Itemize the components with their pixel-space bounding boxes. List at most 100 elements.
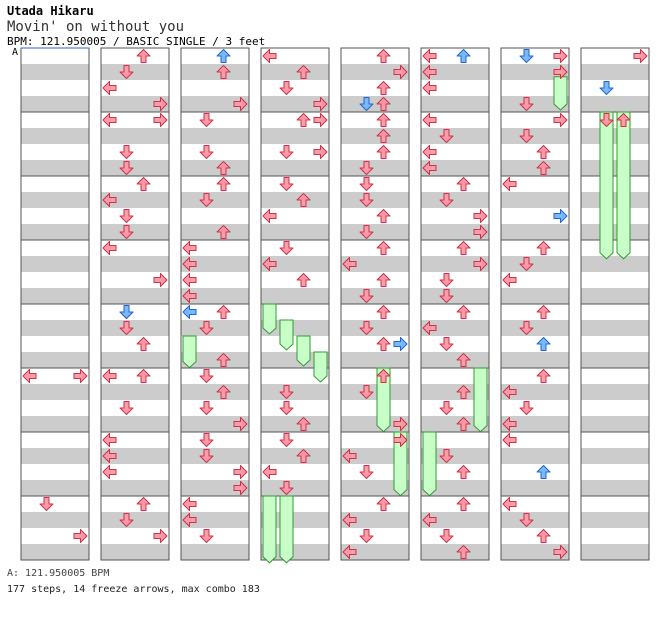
beat-stripe [101,352,169,368]
beat-stripe [181,384,249,400]
left-arrow-icon [422,81,437,95]
freeze-arrow [279,319,294,351]
down-arrow-icon [519,97,534,111]
up-arrow-icon [376,145,391,159]
column-border [260,47,330,561]
beat-stripe [181,160,249,176]
up-arrow-icon [296,65,311,79]
beat-stripe [341,160,409,176]
left-arrow-icon [422,65,437,79]
left-arrow-icon [102,433,117,447]
beat-stripe [501,128,569,144]
down-arrow-icon [199,449,214,463]
beat-stripe [501,224,569,240]
beat-stripe [581,544,649,560]
right-arrow-icon [233,465,248,479]
right-arrow-icon [553,49,568,63]
down-arrow-icon [279,481,294,495]
right-arrow-icon [553,545,568,559]
right-arrow-icon [553,209,568,223]
down-arrow-icon [439,289,454,303]
down-arrow-icon [199,529,214,543]
up-arrow-icon [536,465,551,479]
right-arrow-icon [153,529,168,543]
left-arrow-icon [262,257,277,271]
beat-stripe [501,320,569,336]
beat-stripe [341,448,409,464]
beat-stripe [261,128,329,144]
beat-stripe [101,256,169,272]
beat-stripe [421,288,489,304]
beat-stripe [341,64,409,80]
beat-stripe [501,480,569,496]
down-arrow-icon [439,273,454,287]
left-arrow-icon [182,289,197,303]
beat-stripe [101,384,169,400]
down-arrow-icon [359,225,374,239]
up-arrow-icon [216,65,231,79]
down-arrow-icon [199,113,214,127]
right-arrow-icon [393,433,408,447]
left-arrow-icon [422,145,437,159]
left-arrow-icon [102,449,117,463]
beat-stripe [341,256,409,272]
beat-stripe [421,96,489,112]
beat-stripe [581,288,649,304]
beat-stripe [421,384,489,400]
right-arrow-icon [473,257,488,271]
left-arrow-icon [342,545,357,559]
beat-stripe [261,320,329,336]
up-arrow-icon [376,497,391,511]
beat-stripe [21,192,89,208]
down-arrow-icon [439,401,454,415]
up-arrow-icon [376,97,391,111]
down-arrow-icon [119,305,134,319]
beat-stripe [501,160,569,176]
beat-stripe [581,416,649,432]
freeze-arrow [553,76,568,111]
beat-stripe [581,480,649,496]
beat-stripe [581,96,649,112]
freeze-arrow [279,495,294,564]
beat-stripe [501,352,569,368]
left-arrow-icon [502,433,517,447]
up-arrow-icon [456,49,471,63]
beat-stripe [21,544,89,560]
beat-stripe [341,224,409,240]
left-arrow-icon [502,497,517,511]
down-arrow-icon [279,145,294,159]
beat-stripe [101,480,169,496]
beat-stripe [261,416,329,432]
down-arrow-icon [439,449,454,463]
down-arrow-icon [279,385,294,399]
down-arrow-icon [119,209,134,223]
right-arrow-icon [233,97,248,111]
beat-stripe [21,320,89,336]
beat-stripe [581,320,649,336]
up-arrow-icon [456,497,471,511]
beat-stripe [261,288,329,304]
right-arrow-icon [153,97,168,111]
left-arrow-icon [262,49,277,63]
right-arrow-icon [73,529,88,543]
beat-stripe [21,224,89,240]
left-arrow-icon [342,257,357,271]
beat-stripe [101,448,169,464]
down-arrow-icon [199,369,214,383]
down-arrow-icon [359,385,374,399]
left-arrow-icon [342,449,357,463]
down-arrow-icon [519,401,534,415]
down-arrow-icon [439,337,454,351]
up-arrow-icon [536,337,551,351]
beat-stripe [101,320,169,336]
right-arrow-icon [473,225,488,239]
beat-stripe [421,256,489,272]
beat-stripe [181,288,249,304]
left-arrow-icon [422,161,437,175]
beat-stripe [501,448,569,464]
beat-stripe [581,192,649,208]
up-arrow-icon [296,449,311,463]
beat-stripe [501,256,569,272]
column-border [420,47,490,561]
